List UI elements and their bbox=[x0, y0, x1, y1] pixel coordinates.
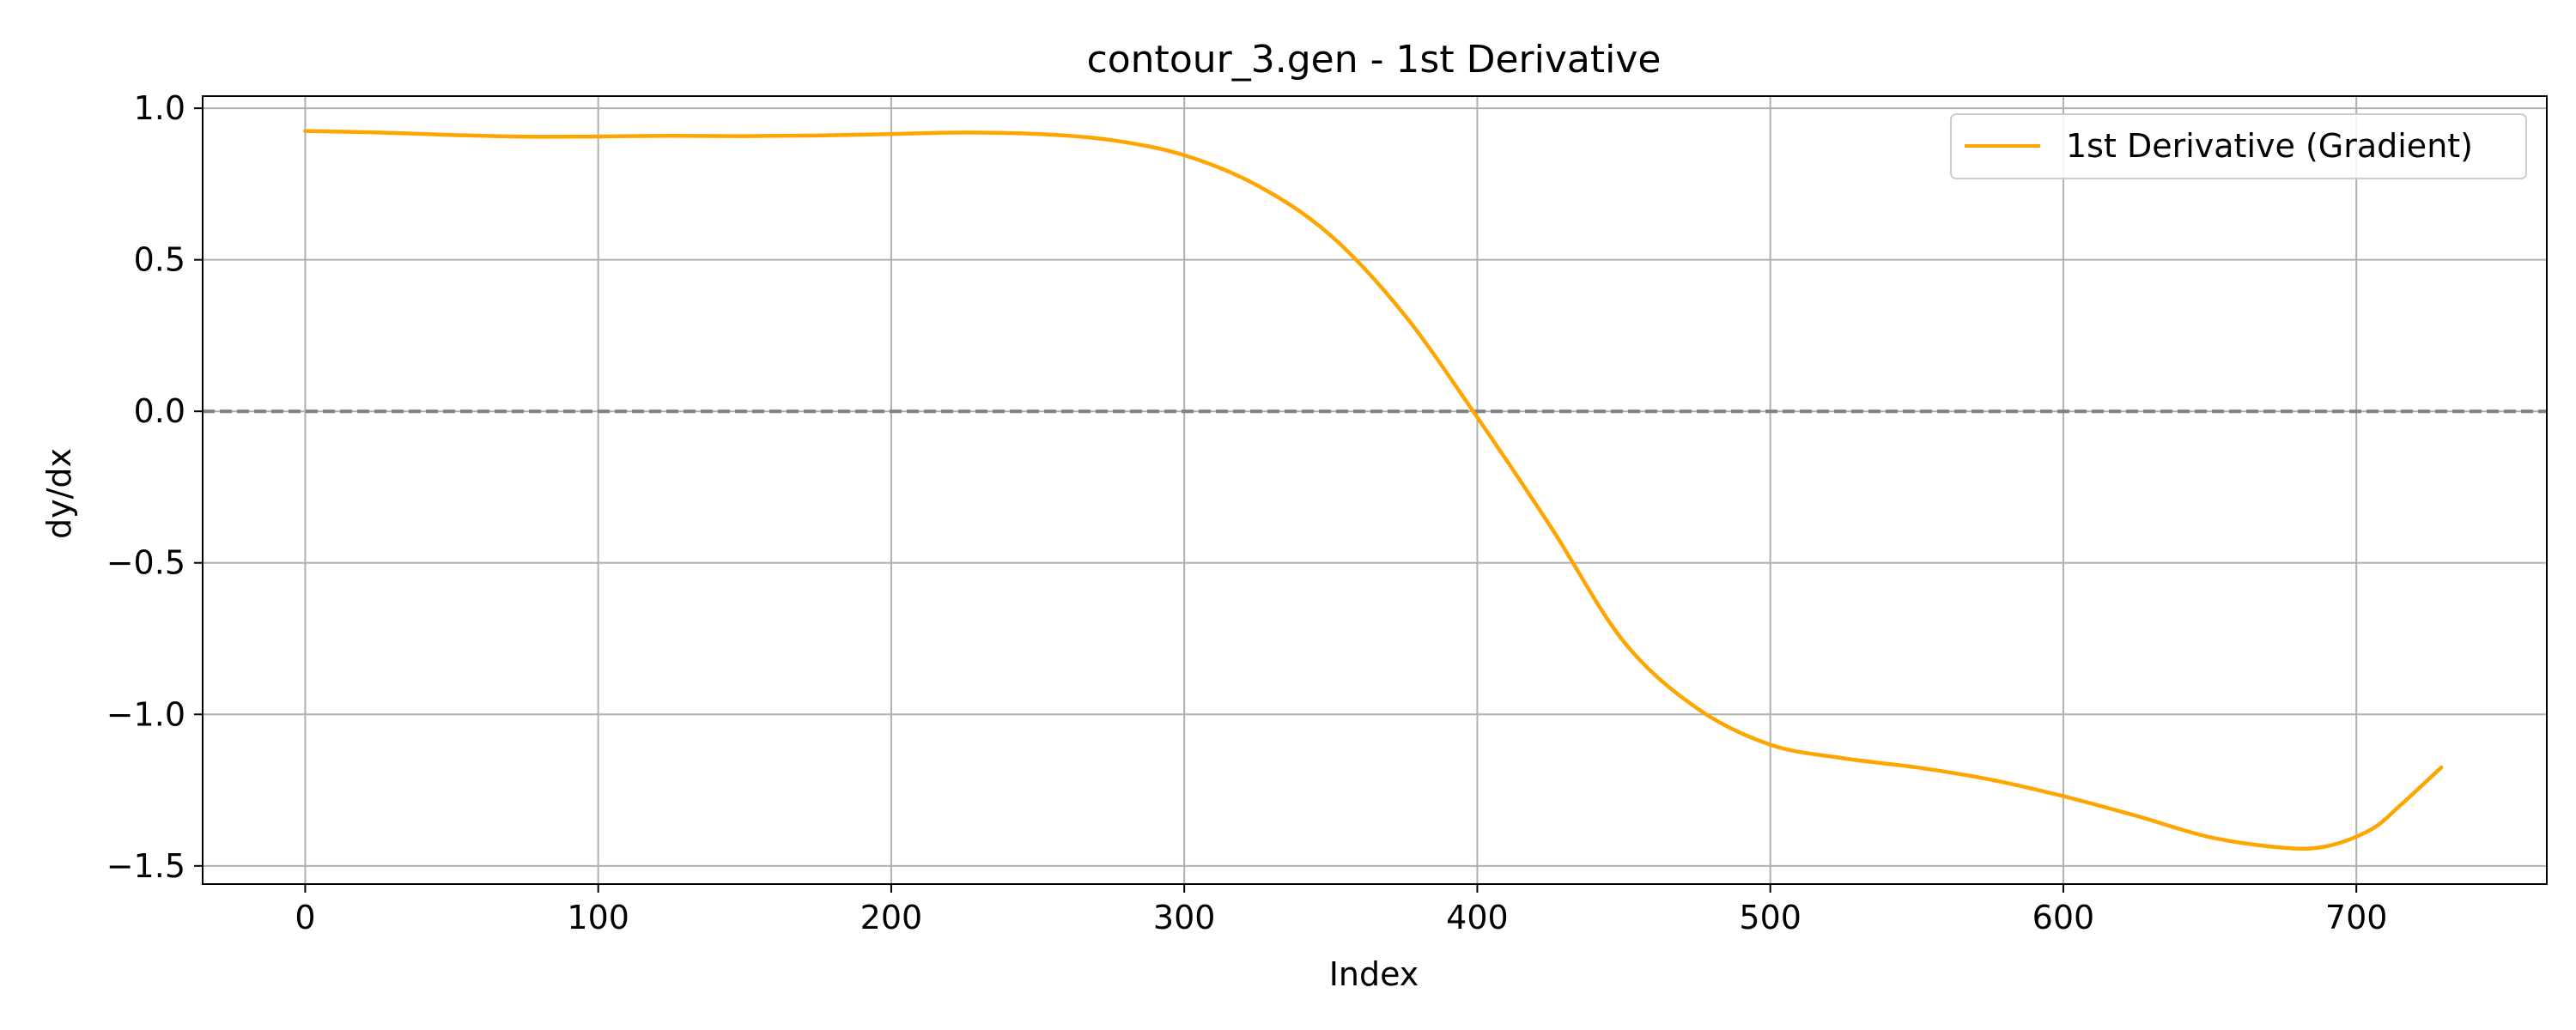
x-tick-label: 700 bbox=[2325, 899, 2388, 936]
y-tick-label: −0.5 bbox=[106, 544, 185, 582]
legend-frame bbox=[1950, 113, 2527, 179]
y-axis-ticks: −1.5 −1.0 −0.5 0.0 0.5 1.0 bbox=[106, 89, 203, 885]
legend-label: 1st Derivative (Gradient) bbox=[2066, 127, 2473, 165]
grid bbox=[203, 96, 2547, 884]
y-tick-label: 0.5 bbox=[134, 241, 185, 279]
y-tick-label: 1.0 bbox=[134, 89, 185, 127]
y-tick-label: −1.0 bbox=[106, 695, 185, 733]
x-tick-label: 200 bbox=[860, 899, 923, 936]
x-tick-label: 600 bbox=[2032, 899, 2095, 936]
x-tick-label: 100 bbox=[567, 899, 629, 936]
x-tick-label: 500 bbox=[1739, 899, 1801, 936]
legend: 1st Derivative (Gradient) bbox=[1950, 113, 2527, 179]
x-tick-label: 300 bbox=[1153, 899, 1216, 936]
series-lines bbox=[303, 129, 2444, 851]
x-axis-label: Index bbox=[1329, 955, 1419, 993]
y-tick-label: 0.0 bbox=[134, 392, 185, 430]
y-tick-label: −1.5 bbox=[106, 847, 185, 885]
series-line-gradient bbox=[303, 129, 2444, 851]
x-tick-label: 400 bbox=[1446, 899, 1509, 936]
y-axis-label: dy/dx bbox=[40, 448, 78, 539]
chart-title: contour_3.gen - 1st Derivative bbox=[1087, 38, 1662, 82]
plot-frame bbox=[202, 95, 2548, 885]
x-axis-ticks: 0 100 200 300 400 500 600 700 bbox=[295, 884, 2387, 936]
x-tick-label: 0 bbox=[295, 899, 315, 936]
